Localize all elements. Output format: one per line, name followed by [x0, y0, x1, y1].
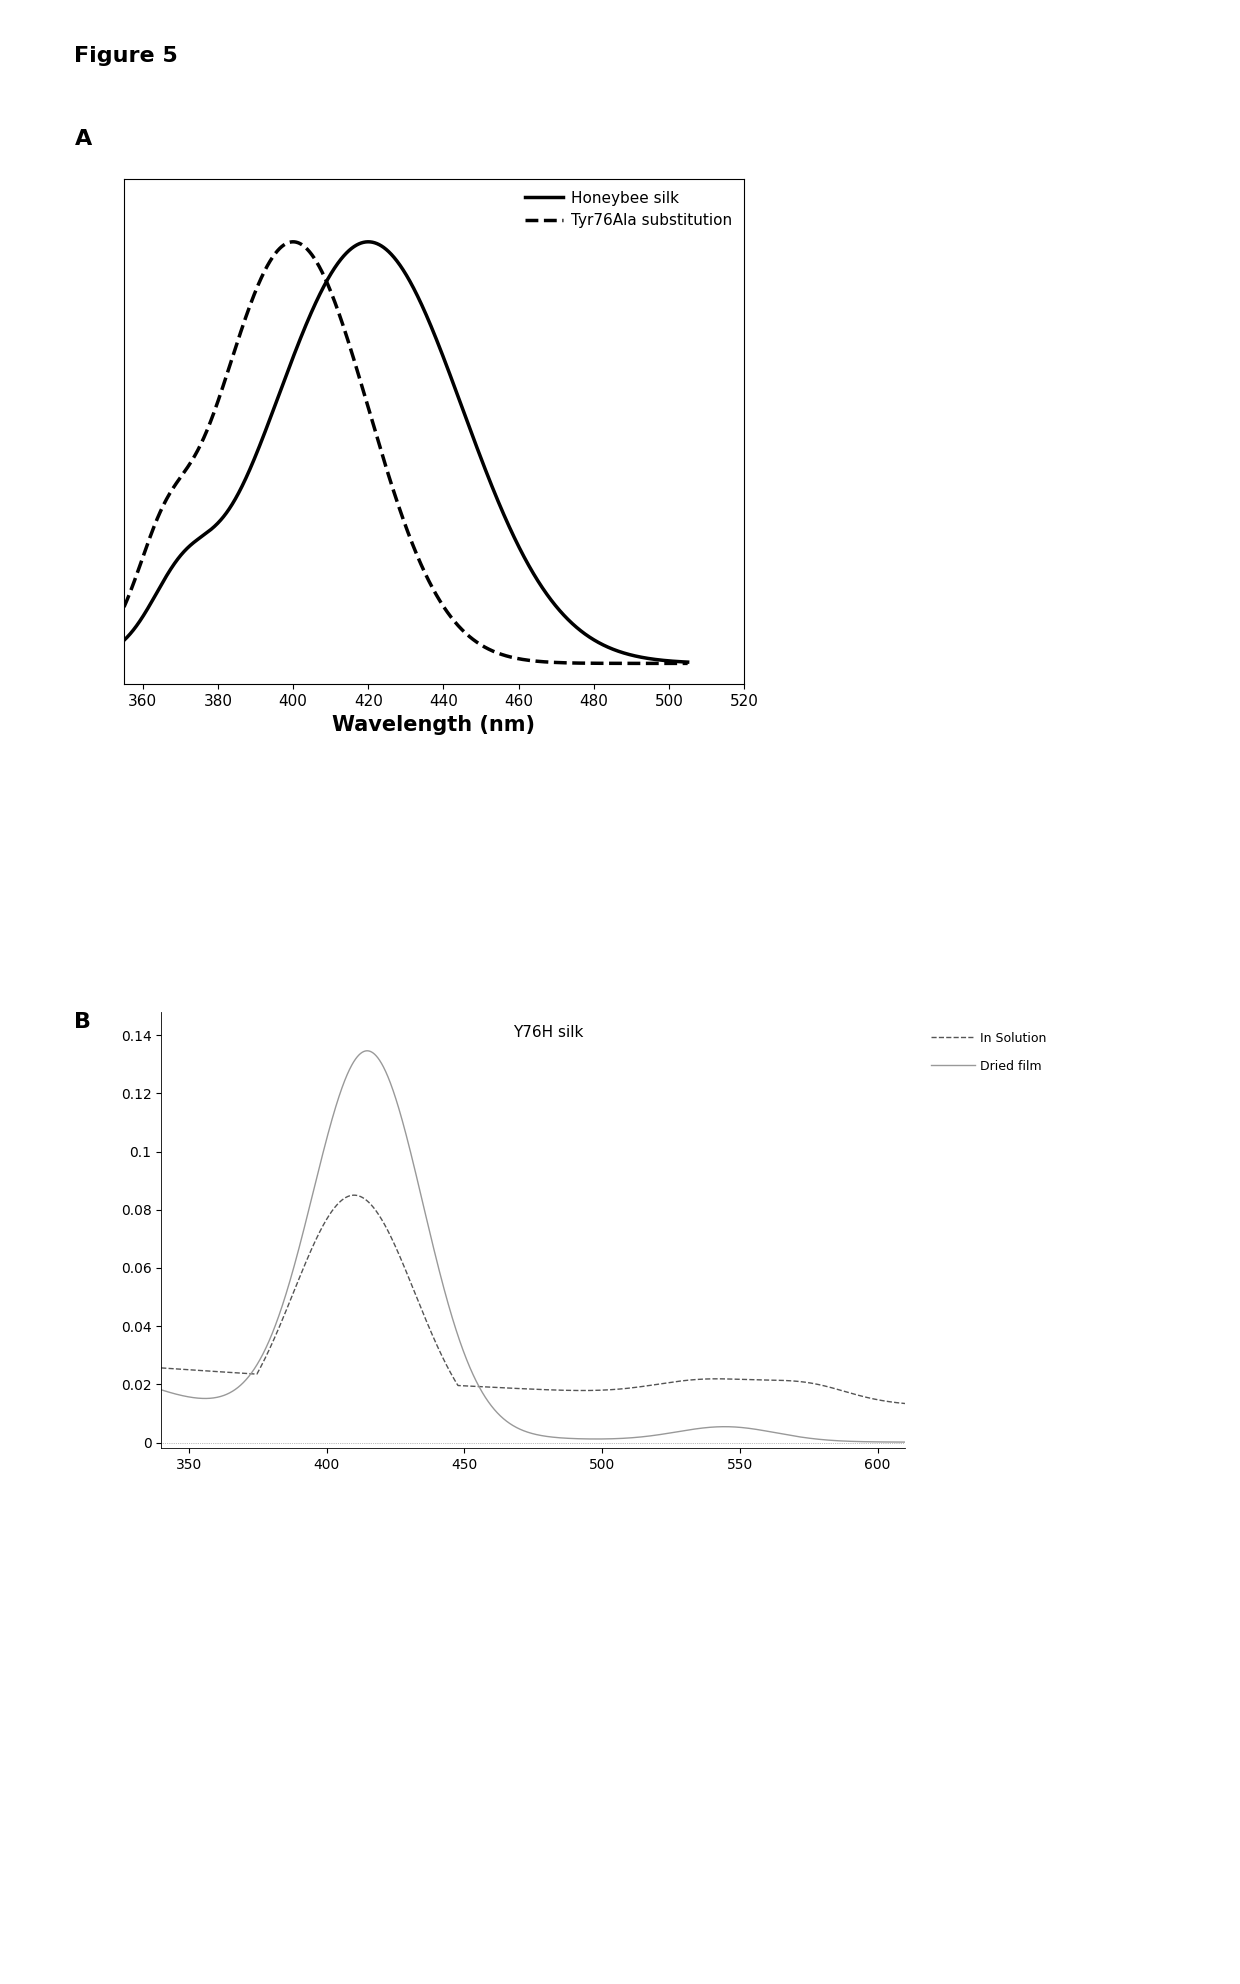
- Text: Figure 5: Figure 5: [74, 46, 179, 65]
- In Solution: [154, 1355, 169, 1379]
- Tyr76Ala substitution: [391, 494, 405, 518]
- Tyr76Ala substitution: [145, 518, 160, 542]
- Dried film: [804, 1426, 818, 1450]
- Text: Y76H silk: Y76H silk: [513, 1026, 583, 1040]
- Tyr76Ala substitution: [665, 651, 680, 675]
- Tyr76Ala substitution: [285, 230, 300, 254]
- In Solution: [283, 1290, 298, 1313]
- Honeybee silk: [361, 230, 376, 254]
- Dried film: [360, 1040, 374, 1063]
- Text: A: A: [74, 129, 92, 149]
- Tyr76Ala substitution: [560, 651, 575, 675]
- In Solution: [238, 1361, 253, 1385]
- In Solution: [898, 1391, 913, 1415]
- Honeybee silk: [665, 649, 680, 673]
- In Solution: [471, 1375, 486, 1399]
- In Solution: [439, 1353, 454, 1377]
- Honeybee silk: [663, 649, 678, 673]
- Dried film: [154, 1377, 169, 1401]
- In Solution: [883, 1391, 898, 1415]
- Dried film: [238, 1367, 253, 1391]
- Line: In Solution: In Solution: [161, 1194, 905, 1403]
- In Solution: [804, 1371, 818, 1395]
- Tyr76Ala substitution: [117, 595, 131, 619]
- Tyr76Ala substitution: [663, 651, 678, 675]
- Honeybee silk: [391, 252, 405, 276]
- Dried film: [439, 1288, 454, 1311]
- Text: B: B: [74, 1012, 92, 1032]
- Honeybee silk: [376, 236, 391, 260]
- Honeybee silk: [681, 651, 696, 675]
- Tyr76Ala substitution: [681, 651, 696, 675]
- Dried film: [898, 1430, 913, 1454]
- Honeybee silk: [560, 607, 575, 631]
- Honeybee silk: [145, 587, 160, 611]
- Line: Honeybee silk: Honeybee silk: [124, 242, 688, 663]
- In Solution: [347, 1182, 362, 1206]
- X-axis label: Wavelength (nm): Wavelength (nm): [332, 714, 536, 734]
- Dried film: [471, 1375, 486, 1399]
- Legend: In Solution, Dried film: In Solution, Dried film: [926, 1028, 1052, 1077]
- Line: Tyr76Ala substitution: Tyr76Ala substitution: [124, 242, 688, 663]
- Dried film: [283, 1268, 298, 1292]
- Tyr76Ala substitution: [376, 446, 391, 470]
- Dried film: [883, 1430, 898, 1454]
- Legend: Honeybee silk, Tyr76Ala substitution: Honeybee silk, Tyr76Ala substitution: [521, 186, 737, 232]
- Honeybee silk: [117, 629, 131, 653]
- Line: Dried film: Dried film: [161, 1052, 905, 1442]
